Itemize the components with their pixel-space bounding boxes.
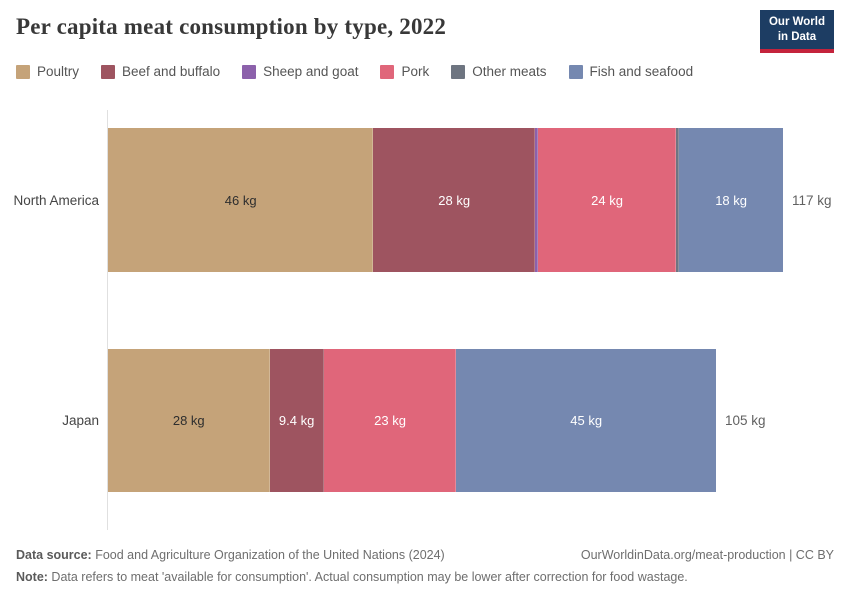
legend-label: Fish and seafood [589, 64, 694, 79]
footer-note-line: Note: Data refers to meat 'available for… [16, 570, 834, 584]
legend-swatch [380, 64, 395, 79]
bar-segment-beef-and-buffalo[interactable]: 9.4 kg [269, 349, 324, 492]
bar-segment-poultry[interactable]: 46 kg [108, 128, 374, 272]
segment-value-label: 28 kg [172, 413, 205, 428]
bar-segment-pork[interactable]: 23 kg [323, 349, 457, 492]
bar-row: North America 46 kg 28 kg 24 kg 18 kg 117 kg [0, 128, 850, 272]
row-total-label: 105 kg [725, 413, 766, 428]
y-axis-line [107, 110, 108, 530]
note-text: Data refers to meat 'available for consu… [47, 570, 688, 584]
owid-logo-line1: Our World [768, 16, 825, 28]
data-source-text: Food and Agriculture Organization of the… [91, 548, 445, 562]
legend-label: Other meats [472, 64, 547, 79]
legend-swatch [451, 64, 466, 79]
footer-source-line: Data source: Food and Agriculture Organi… [16, 548, 834, 562]
bar-segment-fish-and-seafood[interactable]: 18 kg [679, 128, 784, 272]
bar-segment-poultry[interactable]: 28 kg [108, 349, 270, 492]
legend-label: Sheep and goat [263, 64, 359, 79]
bar-segment-other-meats[interactable] [676, 128, 680, 272]
stacked-bar: 46 kg 28 kg 24 kg 18 kg [108, 128, 784, 272]
note-label: Note: [16, 570, 48, 584]
legend-label: Poultry [37, 64, 80, 79]
row-total-label: 117 kg [792, 192, 832, 208]
segment-value-label: 24 kg [591, 192, 623, 208]
legend-item-other-meats[interactable]: Other meats [451, 64, 547, 79]
legend-label: Pork [401, 64, 430, 79]
credit-link[interactable]: OurWorldinData.org/meat-production | CC … [580, 548, 834, 562]
stacked-bar: 28 kg 9.4 kg 23 kg 45 kg [108, 349, 716, 492]
data-source-label: Data source: [16, 548, 92, 562]
segment-value-label: 23 kg [374, 413, 406, 428]
legend-swatch [568, 64, 583, 79]
bar-segment-sheep-and-goat[interactable] [534, 128, 538, 272]
legend-item-pork[interactable]: Pork [380, 64, 429, 79]
legend-swatch [16, 64, 30, 79]
bar-segment-fish-and-seafood[interactable]: 45 kg [456, 349, 716, 492]
legend-swatch [242, 64, 257, 79]
segment-value-label: 45 kg [570, 413, 603, 428]
segment-value-label: 46 kg [224, 192, 257, 208]
segment-value-label: 9.4 kg [278, 413, 315, 428]
row-label: North America [13, 192, 99, 208]
segment-value-label: 28 kg [438, 192, 471, 208]
owid-logo[interactable]: Our World in Data [759, 10, 834, 53]
bar-segment-beef-and-buffalo[interactable]: 28 kg [373, 128, 535, 272]
bar-segment-pork[interactable]: 24 kg [537, 128, 677, 272]
row-label: Japan [62, 413, 99, 428]
segment-value-label: 18 kg [715, 192, 747, 208]
legend-item-sheep-and-goat[interactable]: Sheep and goat [242, 64, 358, 79]
legend-swatch [101, 64, 116, 79]
bar-row: Japan 28 kg 9.4 kg 23 kg 45 kg 105 kg [0, 349, 850, 492]
owid-logo-line2: in Data [777, 30, 817, 43]
legend-label: Beef and buffalo [122, 64, 221, 79]
legend-item-beef-and-buffalo[interactable]: Beef and buffalo [101, 64, 220, 79]
data-source: Data source: Food and Agriculture Organi… [16, 548, 445, 562]
legend-item-poultry[interactable]: Poultry [16, 64, 79, 79]
legend: Poultry Beef and buffalo Sheep and goat Por… [16, 64, 693, 79]
page-title: Per capita meat consumption by type, 202… [16, 14, 447, 39]
legend-item-fish-and-seafood[interactable]: Fish and seafood [568, 64, 694, 79]
